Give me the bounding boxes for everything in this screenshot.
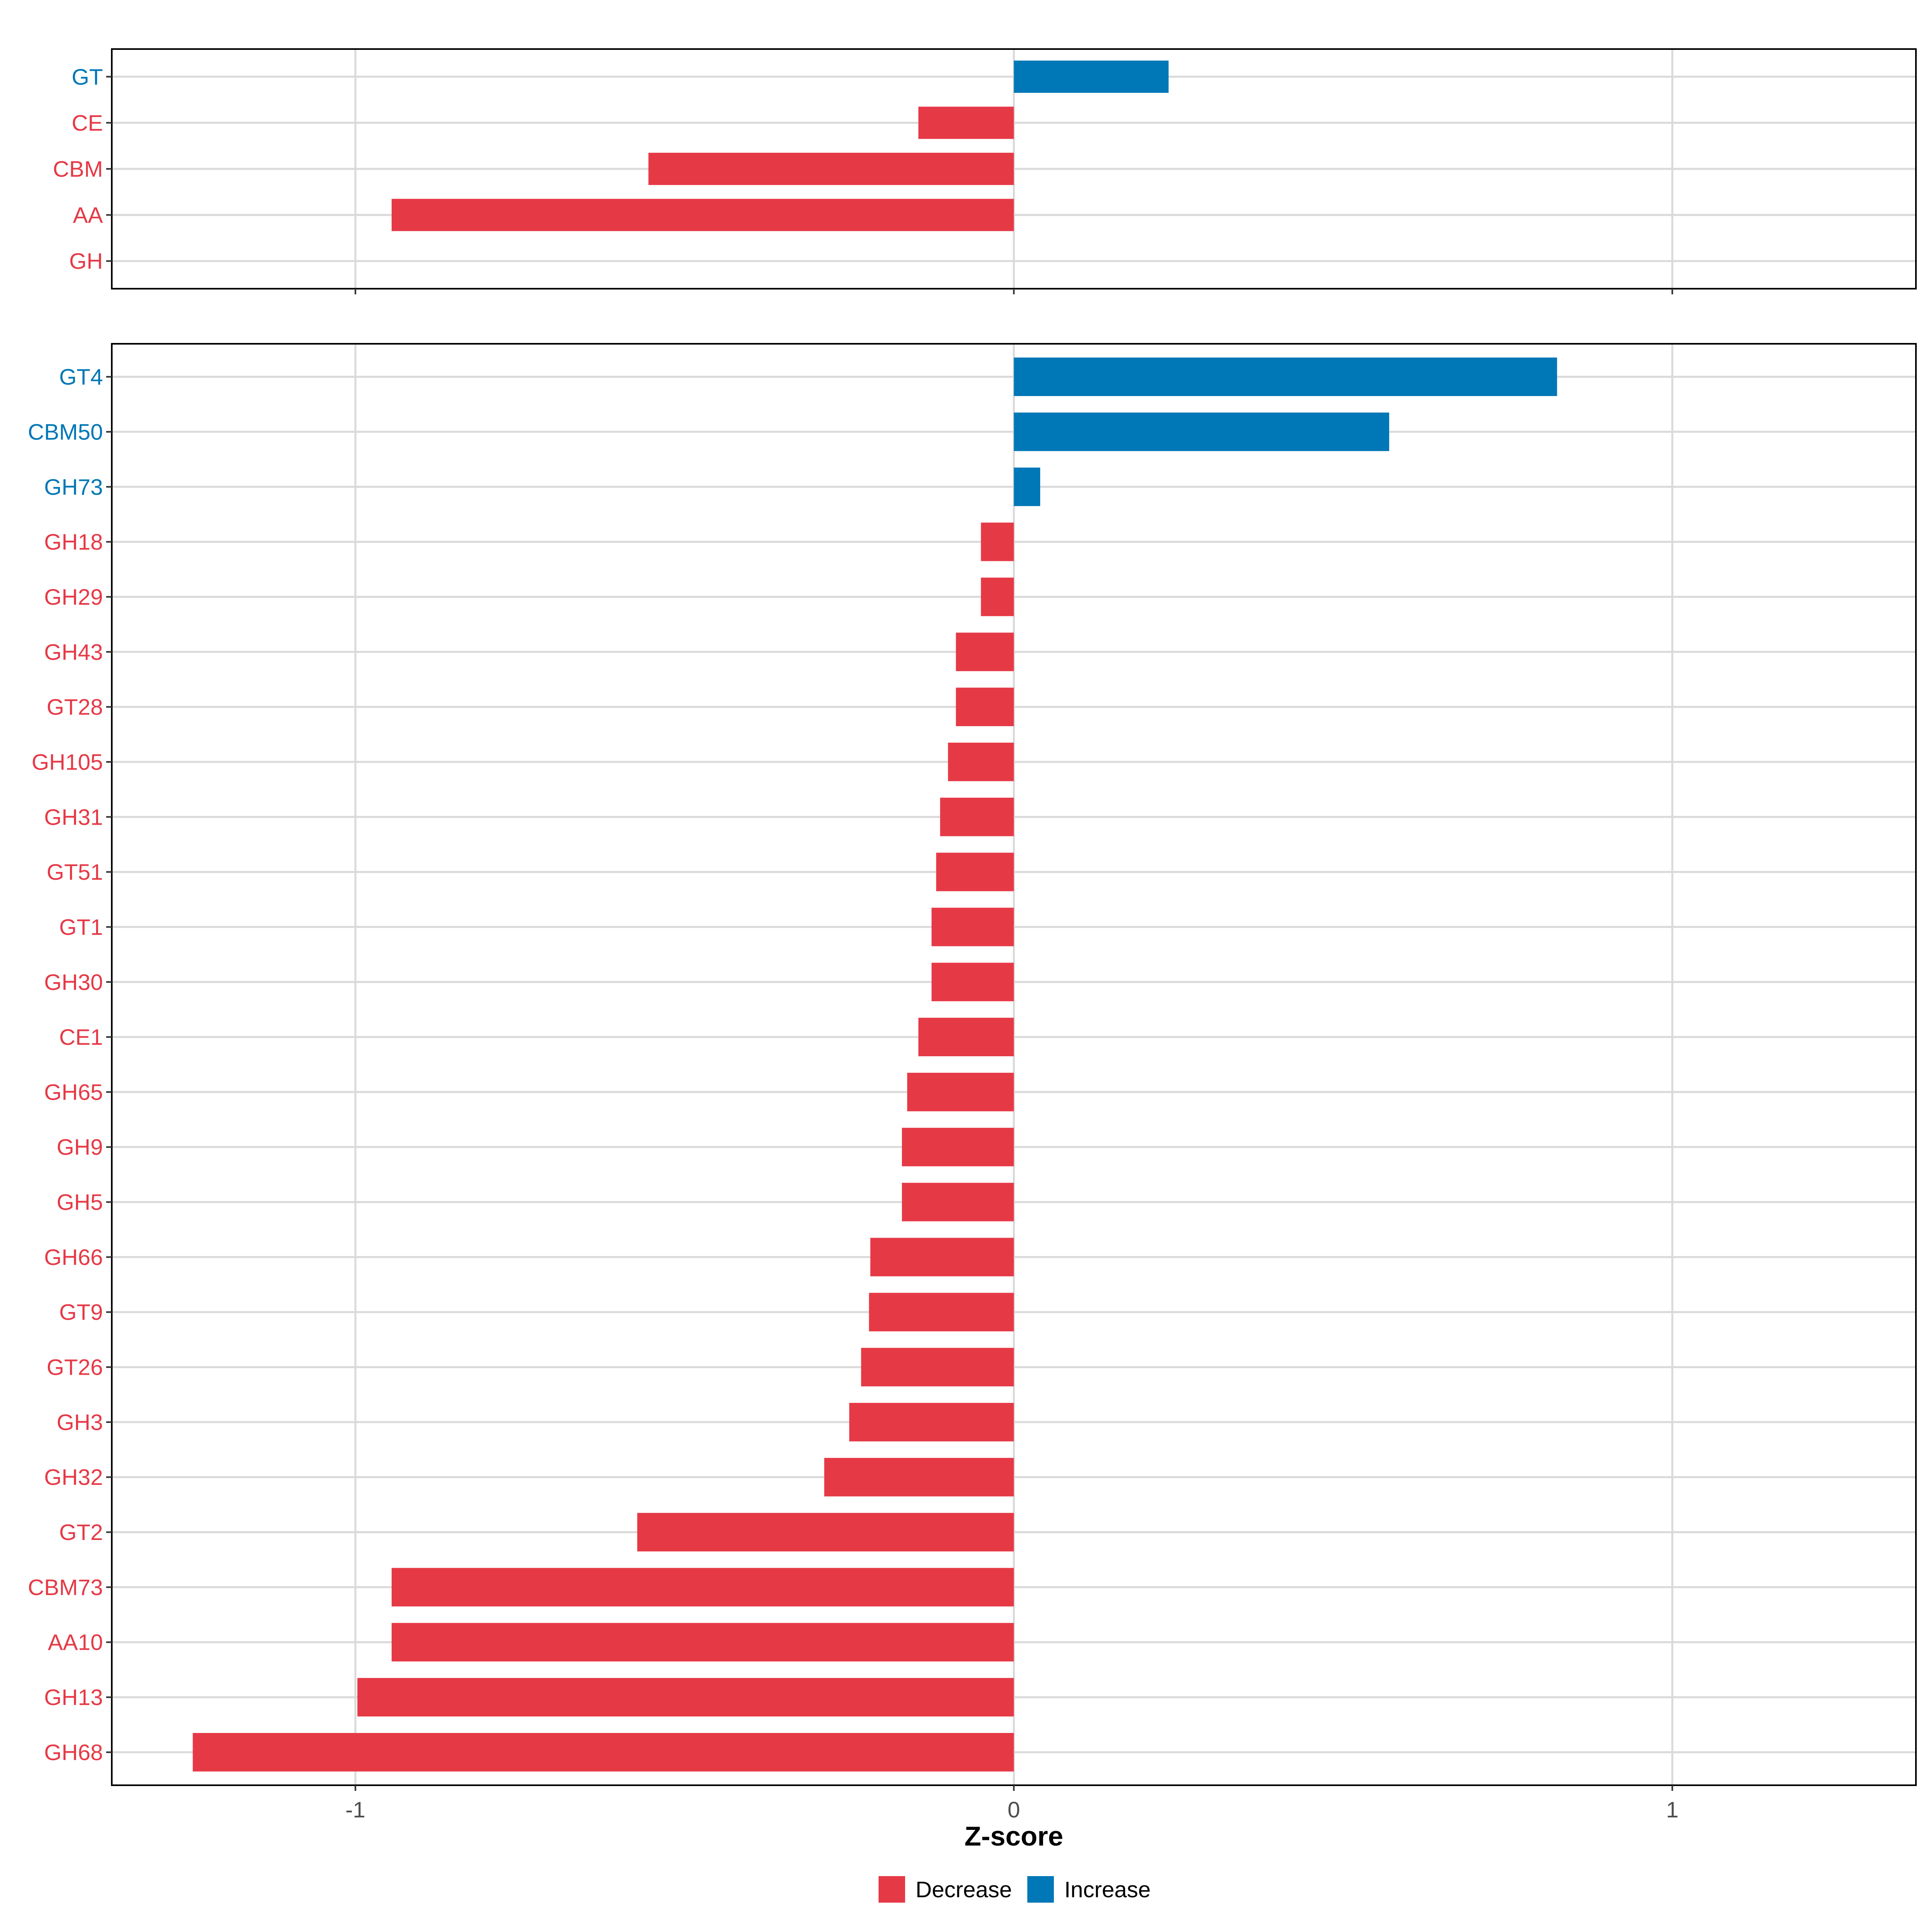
bar-GT xyxy=(1014,60,1169,93)
y-tick-label: GT9 xyxy=(59,1300,103,1325)
y-tick-label: AA10 xyxy=(48,1630,103,1655)
y-tick-label: GH9 xyxy=(57,1134,103,1160)
x-tick-label: 0 xyxy=(1008,1797,1020,1822)
bar-CBM xyxy=(648,152,1014,185)
panel-top: GT CE CBM AA GH xyxy=(53,48,1917,294)
y-tick-label: GH66 xyxy=(44,1244,103,1270)
panel-bottom: GT4CBM50GH73GH18GH29GH43GT28GH105GH31GT5… xyxy=(28,343,1917,1852)
bar-GH9 xyxy=(902,1127,1014,1166)
y-tick-label: GH29 xyxy=(44,584,103,610)
y-tick-label: GH68 xyxy=(44,1739,103,1765)
y-tick-label: GH3 xyxy=(57,1409,103,1435)
y-tick-label: CBM73 xyxy=(28,1575,103,1600)
bar-CBM50 xyxy=(1014,413,1389,451)
y-tick-label: GH65 xyxy=(44,1079,103,1105)
bar-CBM73 xyxy=(391,1568,1014,1607)
bar-GH73 xyxy=(1014,467,1041,506)
y-tick-label: GH30 xyxy=(44,969,103,995)
y-tick-label: GT xyxy=(72,64,103,89)
y-tick-label: GH13 xyxy=(44,1685,103,1710)
legend-label-decrease: Decrease xyxy=(916,1877,1012,1902)
y-tick-label: GH5 xyxy=(57,1189,103,1215)
y-tick-label: GH43 xyxy=(44,639,103,665)
bar-GH30 xyxy=(931,963,1014,1002)
x-tick-label: -1 xyxy=(345,1797,365,1822)
bar-GH29 xyxy=(981,577,1014,616)
y-tick-label: GT28 xyxy=(47,694,103,720)
bar-GT4 xyxy=(1014,357,1557,396)
y-tick-label: CE xyxy=(72,110,103,136)
bar-GH32 xyxy=(824,1458,1014,1497)
bar-GT2 xyxy=(637,1513,1014,1552)
x-axis-title: Z-score xyxy=(965,1821,1064,1852)
y-tick-label: GH105 xyxy=(32,749,103,774)
bar-GH105 xyxy=(948,743,1014,781)
legend: Decrease Increase xyxy=(879,1876,1151,1903)
bar-GH66 xyxy=(870,1238,1014,1277)
y-tick-label: CE1 xyxy=(59,1025,103,1050)
bar-GH43 xyxy=(956,632,1014,671)
y-tick-label: GT2 xyxy=(59,1519,103,1545)
bar-CE1 xyxy=(918,1018,1014,1056)
bar-CE xyxy=(918,107,1014,139)
y-tick-label: GT4 xyxy=(59,364,103,390)
y-tick-label: GH32 xyxy=(44,1464,103,1490)
y-tick-label: GT51 xyxy=(47,859,103,885)
bar-GT9 xyxy=(869,1293,1014,1332)
bar-GT51 xyxy=(936,852,1014,891)
bar-GH18 xyxy=(981,522,1014,561)
y-tick-label: GH xyxy=(69,248,103,274)
y-tick-label: GH31 xyxy=(44,804,103,829)
legend-label-increase: Increase xyxy=(1064,1877,1151,1902)
bar-GH68 xyxy=(193,1733,1014,1772)
y-tick-label: CBM xyxy=(53,156,103,182)
y-tick-label: AA xyxy=(73,202,103,228)
legend-swatch-increase xyxy=(1027,1876,1054,1903)
bar-GH5 xyxy=(902,1183,1014,1222)
bar-GH31 xyxy=(940,797,1014,836)
x-tick-label: 1 xyxy=(1666,1797,1679,1822)
bar-GT1 xyxy=(931,907,1014,946)
bar-GH65 xyxy=(907,1073,1014,1111)
y-tick-label: GT26 xyxy=(47,1355,103,1380)
y-tick-label: GT1 xyxy=(59,914,103,940)
bar-AA10 xyxy=(391,1623,1014,1662)
y-tick-label: CBM50 xyxy=(28,419,103,444)
bar-GH3 xyxy=(849,1403,1014,1441)
y-tick-label: GH18 xyxy=(44,529,103,554)
bar-GT26 xyxy=(861,1348,1014,1386)
bar-GT28 xyxy=(956,688,1014,726)
bar-GH13 xyxy=(357,1678,1014,1716)
legend-swatch-decrease xyxy=(879,1876,905,1903)
bar-AA xyxy=(391,199,1014,231)
y-tick-label: GH73 xyxy=(44,474,103,499)
